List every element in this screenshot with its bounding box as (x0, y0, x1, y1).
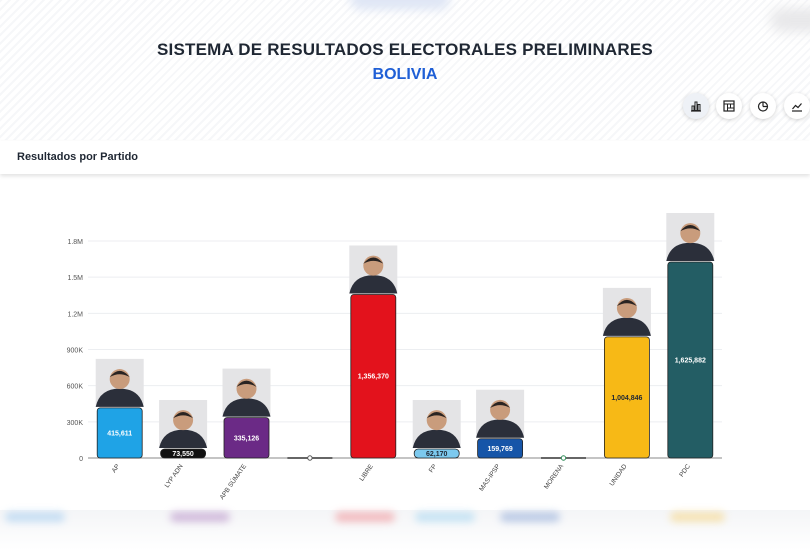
bottom-blob (670, 512, 725, 522)
x-category-label: MORENA (543, 463, 565, 491)
bar-zero-marker (307, 455, 313, 461)
top-right-blurred-element (770, 8, 810, 32)
photo-shoulders (159, 429, 208, 448)
section-title: Resultados por Partido (17, 151, 139, 163)
y-tick-label: 600K (67, 384, 84, 391)
y-tick-label: 0 (79, 456, 83, 463)
photo-shoulders (349, 275, 398, 294)
party-results-bar-chart: 0 300K 600K 900K 1.2M 1.5M 1.8M 415,611 AP 73,550… (67, 212, 722, 501)
candidate-photo (159, 400, 208, 448)
bar-value-label: 1,356,370 (358, 374, 389, 381)
x-category-label: PDC (678, 463, 692, 479)
photo-hair (426, 412, 447, 419)
treemap-icon (723, 100, 735, 112)
bar (96, 407, 143, 459)
y-tick-label: 1.5M (67, 275, 83, 282)
candidate-photo (476, 389, 525, 438)
x-category-label: APB SÚMATE (217, 461, 249, 501)
candidate-photo (95, 358, 144, 407)
bar (413, 448, 460, 459)
bar-chart-view-button[interactable] (683, 93, 709, 119)
x-category-label: MAS-IPSP (478, 463, 502, 492)
candidate-photo (349, 245, 398, 294)
bar-value-label: 62,170 (426, 451, 448, 458)
photo-shoulders (476, 419, 525, 438)
x-category-label: AP (111, 463, 122, 474)
bar-value-label: 1,625,882 (675, 357, 706, 364)
bottom-blob (415, 512, 475, 522)
bar-value-label: 415,611 (107, 430, 132, 437)
bar-zero-marker (560, 455, 567, 461)
bar (604, 336, 650, 459)
header-background (0, 0, 810, 140)
bar (667, 261, 714, 459)
candidate-photo (666, 212, 715, 261)
treemap-view-button[interactable] (716, 93, 742, 119)
photo-hair (680, 224, 701, 232)
bottom-blob (170, 512, 230, 522)
top-blurred-element (350, 0, 450, 10)
photo-hair (490, 401, 511, 408)
section-header: Resultados por Partido (0, 141, 810, 174)
x-category-label: UNIDAD (609, 463, 629, 488)
bar (477, 438, 524, 459)
bar-value-label: 335,126 (234, 435, 259, 442)
page-title: SISTEMA DE RESULTADOS ELECTORALES PRELIM… (157, 40, 653, 59)
y-tick-label: 1.8M (67, 239, 83, 246)
x-category-label: LYP ADN (164, 463, 185, 489)
bar-value-label: 1,004,846 (611, 395, 642, 402)
candidate-photo (602, 287, 651, 336)
bar-chart-icon (691, 101, 701, 112)
bottom-blob (5, 512, 65, 522)
pie-chart-icon (757, 101, 769, 112)
bar-value-label: 159,769 (487, 446, 512, 453)
candidate-photo (222, 368, 271, 417)
bottom-blob (335, 512, 395, 522)
photo-hair (363, 257, 384, 264)
bar (160, 448, 207, 459)
photo-shoulders (602, 317, 651, 336)
page-subtitle: BOLIVIA (372, 66, 438, 83)
line-chart-icon (792, 103, 802, 112)
photo-shoulders (666, 242, 715, 261)
photo-shoulders (95, 388, 144, 407)
bottom-blob (500, 512, 560, 522)
photo-hair (616, 299, 637, 307)
bar (223, 417, 270, 459)
pie-chart-view-button[interactable] (750, 93, 776, 119)
x-category-label: FP (428, 463, 439, 474)
x-category-label: LIBRE (358, 463, 375, 483)
y-tick-label: 900K (67, 348, 84, 355)
photo-hair (236, 380, 257, 387)
bar (350, 294, 397, 459)
photo-hair (173, 412, 194, 419)
y-tick-label: 1.2M (67, 311, 83, 318)
candidate-photo (412, 400, 461, 448)
bar-value-label: 73,550 (172, 451, 194, 458)
photo-shoulders (412, 429, 461, 448)
photo-shoulders (222, 398, 271, 417)
line-chart-view-button[interactable] (784, 93, 810, 119)
y-tick-label: 300K (67, 420, 84, 427)
photo-hair (109, 370, 130, 378)
